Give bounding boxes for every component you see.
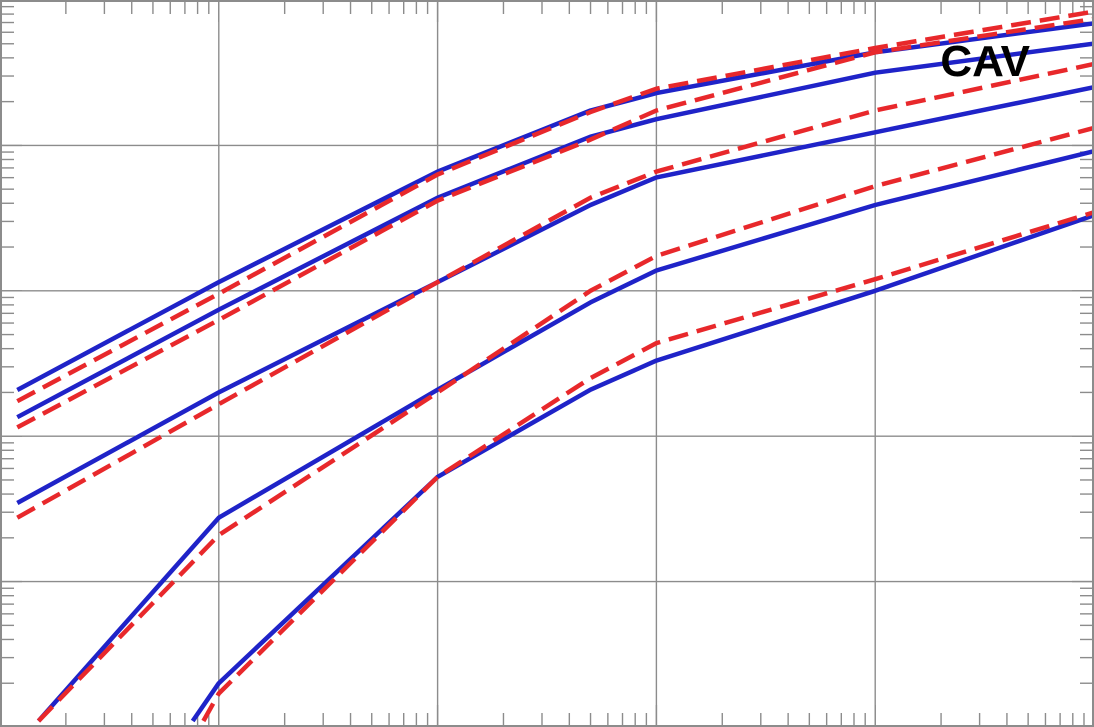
solid-series-line-2 [16, 41, 1094, 420]
solid-series-line-5 [190, 213, 1094, 723]
dashed-series-line-10 [201, 210, 1094, 723]
panel-label: CAV [940, 37, 1030, 86]
dashed-series-line-7 [16, 16, 1094, 430]
series-lines [16, 9, 1094, 723]
dashed-series-line-8 [16, 61, 1094, 520]
solid-series-line-4 [36, 149, 1094, 723]
dashed-series-line-6 [16, 9, 1094, 404]
solid-series-line-3 [16, 84, 1094, 505]
dashed-series-line-9 [36, 125, 1094, 723]
